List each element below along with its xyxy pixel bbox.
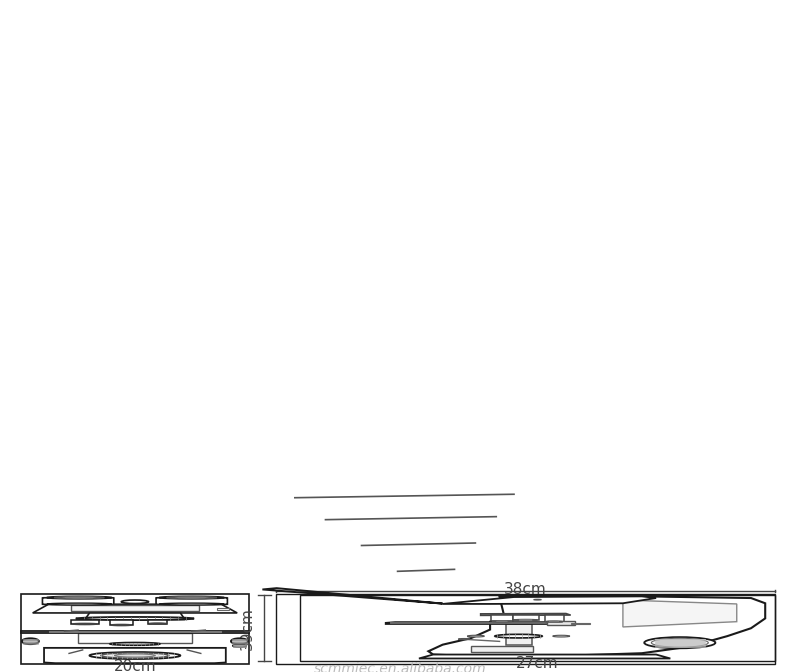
Ellipse shape: [495, 634, 542, 638]
Circle shape: [467, 635, 484, 637]
Polygon shape: [85, 613, 185, 620]
Polygon shape: [481, 614, 570, 616]
Polygon shape: [386, 622, 575, 624]
Ellipse shape: [90, 652, 180, 659]
Bar: [49, 631, 222, 632]
Text: 20cm: 20cm: [114, 659, 156, 672]
Ellipse shape: [114, 654, 155, 657]
Text: scmmiec.en.alibaba.com: scmmiec.en.alibaba.com: [314, 662, 486, 672]
Bar: [570, 623, 590, 624]
Ellipse shape: [47, 603, 112, 605]
Circle shape: [534, 599, 542, 600]
Bar: [471, 646, 533, 652]
Ellipse shape: [111, 624, 131, 626]
Ellipse shape: [166, 597, 217, 599]
Ellipse shape: [546, 621, 562, 622]
Ellipse shape: [651, 638, 708, 647]
Ellipse shape: [47, 596, 112, 599]
Polygon shape: [419, 655, 670, 659]
Text: 38cm: 38cm: [504, 582, 547, 597]
Ellipse shape: [76, 617, 194, 620]
Ellipse shape: [492, 621, 511, 622]
Bar: [300, 595, 774, 661]
Ellipse shape: [54, 597, 104, 599]
Polygon shape: [262, 588, 442, 603]
Polygon shape: [623, 600, 737, 627]
Ellipse shape: [514, 620, 538, 621]
Bar: [506, 624, 531, 644]
Bar: [277, 594, 774, 663]
Polygon shape: [44, 648, 226, 663]
Circle shape: [458, 638, 470, 640]
Bar: [148, 620, 167, 624]
FancyBboxPatch shape: [42, 598, 114, 604]
Ellipse shape: [122, 600, 149, 603]
Polygon shape: [442, 596, 656, 604]
Text: 39cm: 39cm: [239, 607, 254, 650]
Bar: [545, 616, 564, 622]
Bar: [78, 633, 192, 642]
Text: 27cm: 27cm: [516, 657, 559, 671]
Bar: [110, 620, 133, 625]
Ellipse shape: [149, 623, 166, 624]
Bar: [491, 616, 513, 622]
Ellipse shape: [231, 638, 248, 644]
Bar: [22, 631, 249, 633]
Ellipse shape: [233, 644, 246, 647]
Ellipse shape: [178, 597, 206, 598]
Ellipse shape: [110, 642, 160, 645]
Bar: [71, 605, 198, 611]
Bar: [217, 608, 230, 610]
Ellipse shape: [644, 637, 715, 648]
Ellipse shape: [22, 638, 39, 644]
Polygon shape: [33, 604, 237, 613]
Ellipse shape: [101, 653, 169, 658]
Ellipse shape: [66, 597, 93, 598]
Ellipse shape: [159, 596, 224, 599]
Circle shape: [553, 635, 570, 637]
Bar: [22, 594, 249, 663]
Ellipse shape: [159, 603, 224, 605]
Bar: [513, 615, 538, 620]
FancyBboxPatch shape: [156, 598, 227, 604]
Bar: [71, 620, 98, 624]
Bar: [390, 622, 575, 623]
Polygon shape: [429, 596, 766, 656]
Bar: [547, 621, 575, 625]
